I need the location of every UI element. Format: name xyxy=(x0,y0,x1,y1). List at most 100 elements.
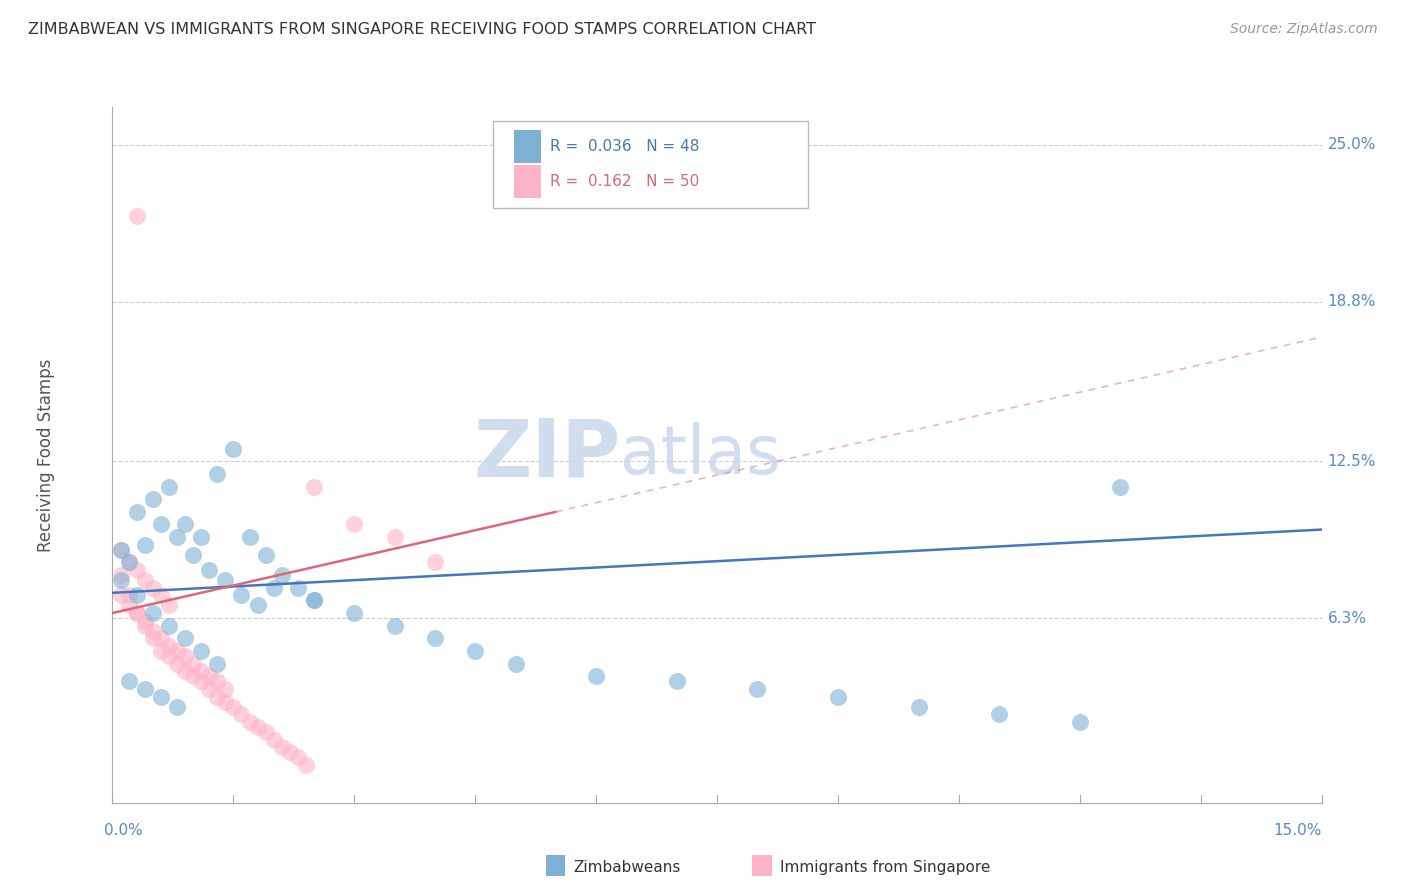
Point xyxy=(207,690,229,704)
Text: R =  0.162   N = 50: R = 0.162 N = 50 xyxy=(550,174,699,189)
Point xyxy=(464,644,486,658)
Point xyxy=(157,648,180,663)
Point xyxy=(214,573,236,587)
Point xyxy=(263,581,285,595)
Text: R =  0.036   N = 48: R = 0.036 N = 48 xyxy=(550,139,700,154)
Point xyxy=(222,699,245,714)
Point xyxy=(214,695,236,709)
Text: 15.0%: 15.0% xyxy=(1274,823,1322,838)
Point xyxy=(117,556,139,570)
Point xyxy=(125,209,148,223)
Point xyxy=(134,681,156,696)
Point xyxy=(174,517,197,532)
Point xyxy=(287,750,309,764)
Text: Immigrants from Singapore: Immigrants from Singapore xyxy=(780,860,991,874)
Point xyxy=(231,588,253,602)
Point xyxy=(142,606,165,620)
Point xyxy=(287,581,309,595)
Point xyxy=(214,681,236,696)
Point xyxy=(142,624,165,638)
Point xyxy=(149,517,172,532)
Text: 6.3%: 6.3% xyxy=(1327,611,1367,625)
Point xyxy=(149,690,172,704)
Point xyxy=(263,732,285,747)
Point xyxy=(423,632,446,646)
Point xyxy=(302,593,325,607)
Point xyxy=(174,665,197,679)
Point xyxy=(190,530,212,544)
Text: 18.8%: 18.8% xyxy=(1327,294,1376,310)
Point xyxy=(1069,714,1091,729)
Point xyxy=(110,542,132,557)
Point xyxy=(231,707,253,722)
Point xyxy=(302,593,325,607)
Point xyxy=(166,699,188,714)
Point xyxy=(134,618,156,632)
Point xyxy=(423,556,446,570)
Point xyxy=(134,614,156,628)
Point xyxy=(166,644,188,658)
Point xyxy=(747,681,769,696)
Point xyxy=(270,740,292,755)
Point xyxy=(157,599,180,613)
Point xyxy=(166,657,188,671)
Point xyxy=(198,681,221,696)
Point xyxy=(222,442,245,456)
Point xyxy=(343,517,366,532)
Point xyxy=(166,530,188,544)
Point xyxy=(110,573,132,587)
Point xyxy=(142,632,165,646)
Point xyxy=(181,669,204,683)
Text: Zimbabweans: Zimbabweans xyxy=(574,860,681,874)
Point xyxy=(278,745,301,759)
Point xyxy=(246,720,269,734)
Point xyxy=(181,548,204,562)
Point xyxy=(157,639,180,653)
Point xyxy=(149,632,172,646)
Point xyxy=(110,588,132,602)
Point xyxy=(665,674,688,689)
Text: atlas: atlas xyxy=(620,422,782,488)
Point xyxy=(988,707,1011,722)
Bar xyxy=(515,165,540,198)
Point xyxy=(302,479,325,493)
Text: ZIP: ZIP xyxy=(472,416,620,494)
Point xyxy=(125,606,148,620)
Point xyxy=(198,669,221,683)
Point xyxy=(190,665,212,679)
Point xyxy=(238,714,260,729)
Point xyxy=(134,573,156,587)
Point xyxy=(295,757,318,772)
Point xyxy=(142,581,165,595)
Point xyxy=(174,648,197,663)
Point xyxy=(125,588,148,602)
Point xyxy=(117,556,139,570)
Point xyxy=(117,599,139,613)
Point xyxy=(198,563,221,577)
Point xyxy=(117,674,139,689)
Point xyxy=(238,530,260,544)
Point xyxy=(207,657,229,671)
Point xyxy=(157,479,180,493)
Point xyxy=(142,492,165,507)
Point xyxy=(254,548,277,562)
Point xyxy=(1109,479,1132,493)
Point xyxy=(270,568,292,582)
Point xyxy=(174,632,197,646)
Point xyxy=(207,674,229,689)
Text: ZIMBABWEAN VS IMMIGRANTS FROM SINGAPORE RECEIVING FOOD STAMPS CORRELATION CHART: ZIMBABWEAN VS IMMIGRANTS FROM SINGAPORE … xyxy=(28,22,815,37)
Point xyxy=(827,690,849,704)
Point xyxy=(246,599,269,613)
Text: Source: ZipAtlas.com: Source: ZipAtlas.com xyxy=(1230,22,1378,37)
Point xyxy=(207,467,229,481)
Text: 12.5%: 12.5% xyxy=(1327,454,1376,468)
Point xyxy=(585,669,607,683)
Point xyxy=(343,606,366,620)
Point xyxy=(117,588,139,602)
Point xyxy=(384,530,406,544)
FancyBboxPatch shape xyxy=(494,121,807,208)
Point xyxy=(384,618,406,632)
Point xyxy=(505,657,527,671)
Point xyxy=(157,618,180,632)
Point xyxy=(110,568,132,582)
